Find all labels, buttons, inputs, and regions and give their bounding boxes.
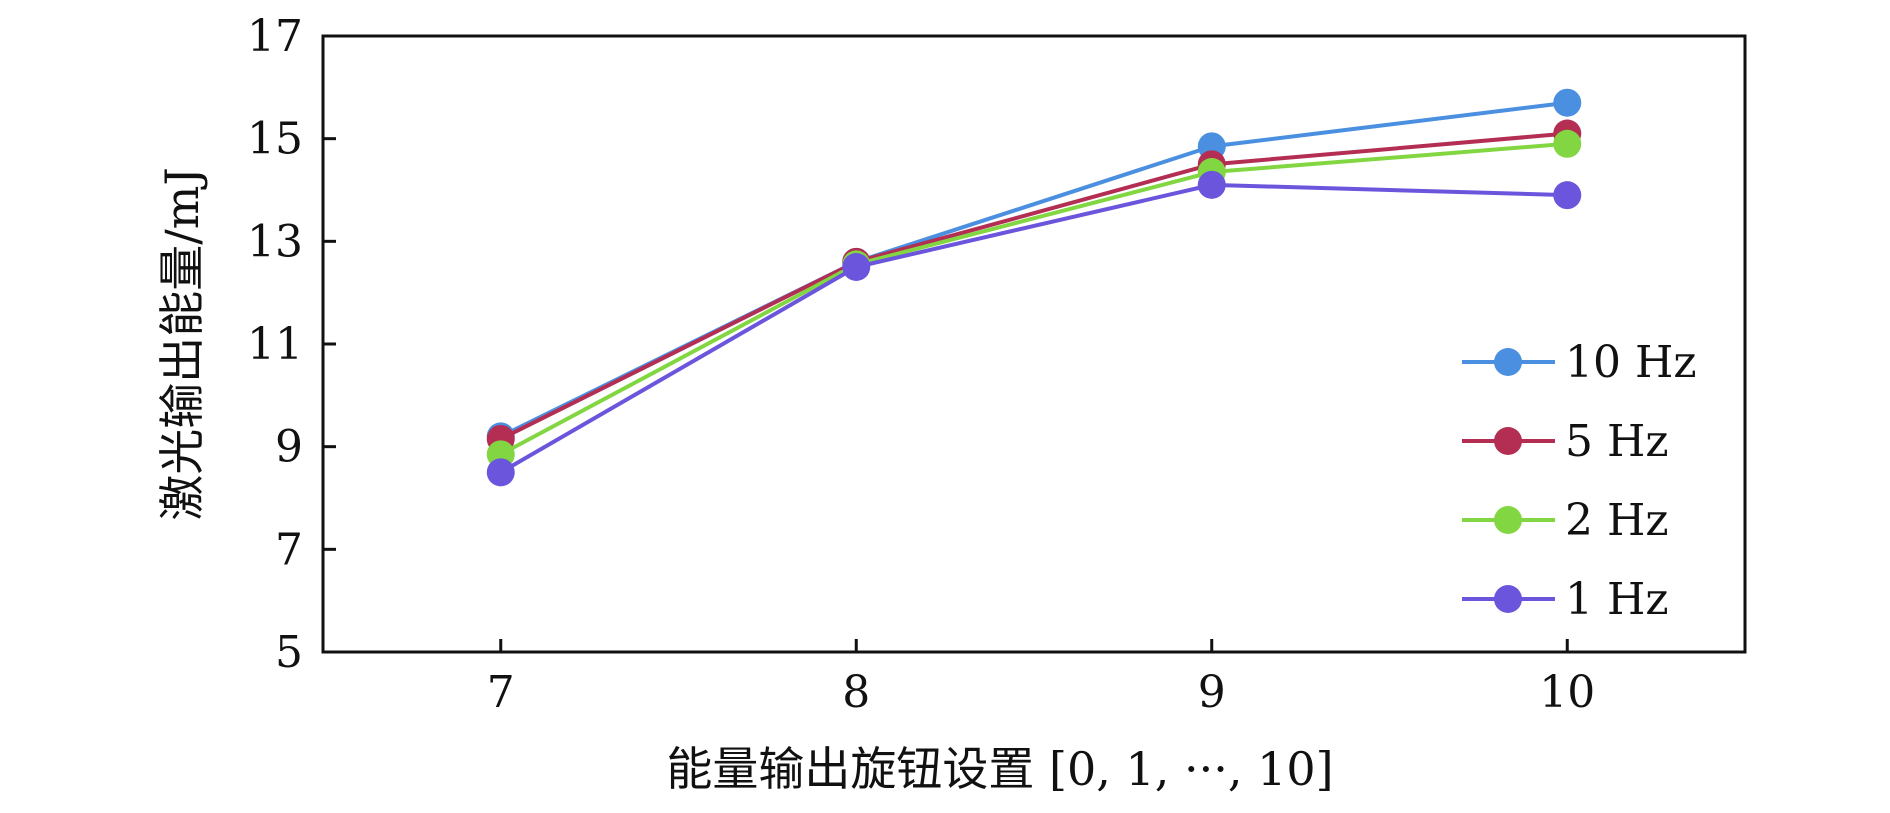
series-layer — [486, 88, 1582, 487]
y-tick-label: 11 — [247, 319, 303, 370]
y-axis-label: 激光输出能量/mJ — [155, 167, 209, 521]
legend: 10 Hz 5 Hz 2 Hz 1 Hz — [1462, 337, 1697, 625]
y-tick-label: 9 — [275, 422, 303, 473]
y-tick-label: 13 — [247, 216, 303, 267]
legend-marker-2hz — [1494, 506, 1522, 534]
data-point-2hz — [1553, 129, 1582, 158]
legend-label-1hz: 1 Hz — [1565, 574, 1669, 625]
x-tick-label: 8 — [842, 667, 870, 718]
legend-label-5hz: 5 Hz — [1565, 416, 1669, 467]
data-point-1hz — [486, 458, 515, 487]
plot-frame — [321, 34, 1747, 654]
legend-marker-5hz — [1494, 427, 1522, 455]
y-tick-label: 17 — [247, 11, 303, 62]
y-axis: 5 7 9 11 13 15 17 — [247, 11, 336, 678]
data-point-1hz — [1197, 170, 1226, 199]
data-point-1hz — [842, 253, 871, 281]
x-tick-label: 7 — [487, 667, 515, 718]
y-tick-label: 15 — [247, 114, 303, 165]
x-tick-label: 10 — [1539, 667, 1595, 718]
y-tick-label: 7 — [275, 524, 303, 575]
series-line-2hz — [499, 141, 1568, 457]
series-line-5hz — [499, 131, 1568, 441]
data-point-10hz — [1553, 88, 1582, 117]
legend-label-2hz: 2 Hz — [1565, 495, 1669, 546]
data-point-1hz — [1553, 181, 1582, 210]
series-line-1hz — [499, 182, 1568, 475]
x-axis-label: 能量输出旋钮设置 [0, 1, ···, 10] — [666, 742, 1333, 796]
x-tick-label: 9 — [1198, 667, 1226, 718]
y-tick-label: 5 — [275, 627, 303, 678]
x-axis: 7 8 9 10 — [487, 639, 1595, 718]
series-line-10hz — [499, 100, 1568, 439]
legend-label-10hz: 10 Hz — [1565, 337, 1697, 388]
legend-marker-1hz — [1494, 585, 1522, 613]
legend-marker-10hz — [1494, 348, 1522, 376]
